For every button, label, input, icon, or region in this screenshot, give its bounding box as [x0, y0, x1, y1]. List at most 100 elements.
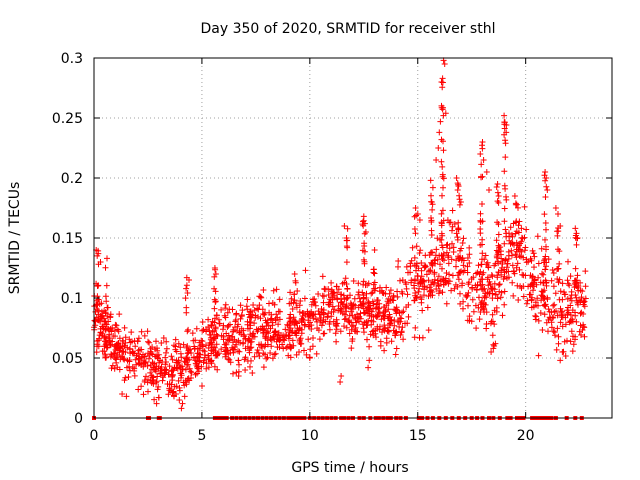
data-point — [102, 353, 109, 359]
data-point — [211, 285, 218, 292]
data-point — [140, 357, 147, 364]
data-point — [192, 357, 199, 364]
data-point — [296, 309, 303, 315]
data-point — [184, 357, 191, 364]
data-point — [535, 352, 542, 359]
data-point — [477, 226, 484, 232]
data-point — [346, 330, 353, 337]
data-point — [421, 283, 428, 290]
data-point — [279, 341, 286, 348]
data-point — [176, 387, 183, 394]
data-point — [391, 317, 398, 324]
data-point — [122, 334, 129, 341]
data-point — [155, 351, 162, 358]
data-point — [114, 326, 121, 333]
data-point — [524, 297, 531, 304]
data-point — [556, 260, 563, 267]
data-point — [175, 340, 182, 347]
data-point — [511, 193, 518, 199]
data-point — [107, 313, 114, 320]
data-point — [268, 343, 275, 350]
data-point — [416, 217, 423, 223]
data-point — [199, 319, 206, 325]
data-point — [355, 291, 362, 298]
data-point — [113, 341, 120, 348]
data-point — [308, 308, 315, 315]
data-point — [387, 296, 394, 303]
data-point — [309, 343, 316, 350]
data-point — [341, 296, 348, 303]
data-point — [282, 333, 288, 340]
data-point — [427, 268, 434, 275]
data-point — [532, 299, 539, 306]
data-point — [437, 118, 444, 125]
data-point — [548, 309, 555, 316]
data-point — [445, 260, 452, 267]
data-point — [502, 154, 509, 161]
data-point — [184, 376, 191, 382]
data-point — [155, 383, 162, 390]
data-point — [161, 369, 168, 376]
data-point — [127, 339, 134, 346]
data-point — [126, 336, 133, 343]
data-point — [346, 312, 353, 319]
data-point — [256, 353, 263, 360]
data-point — [361, 309, 368, 316]
data-point — [412, 205, 419, 211]
data-point — [218, 346, 225, 353]
data-point — [97, 259, 104, 265]
data-point — [382, 325, 389, 332]
data-point — [550, 270, 557, 276]
data-point — [370, 285, 377, 292]
data-point — [419, 277, 426, 284]
data-point — [399, 324, 406, 331]
data-point — [232, 317, 239, 323]
data-point — [520, 293, 527, 300]
data-point — [543, 319, 550, 326]
data-point — [512, 200, 519, 207]
data-point — [179, 400, 186, 407]
data-point — [312, 302, 319, 309]
y-tick-label: 0 — [74, 411, 83, 427]
data-point — [501, 218, 508, 225]
data-point — [353, 328, 359, 335]
data-point — [411, 213, 418, 220]
data-point — [107, 341, 114, 348]
data-point — [398, 288, 405, 295]
data-point — [436, 287, 443, 294]
data-point — [477, 242, 484, 248]
data-point — [258, 294, 265, 301]
data-point — [411, 226, 418, 232]
data-point — [371, 247, 378, 253]
data-point — [449, 240, 455, 247]
data-point — [187, 346, 194, 353]
data-point — [103, 298, 110, 305]
data-point — [542, 266, 549, 273]
data-point — [271, 329, 278, 336]
data-point — [370, 300, 377, 307]
data-point — [321, 293, 327, 300]
data-point — [429, 278, 436, 285]
data-point — [400, 308, 407, 315]
data-point — [418, 260, 425, 266]
data-point — [159, 377, 166, 384]
data-point — [478, 261, 485, 268]
data-point — [251, 307, 258, 314]
data-point — [437, 261, 443, 268]
data-point — [531, 264, 537, 271]
data-point — [580, 323, 587, 330]
data-point — [315, 291, 322, 297]
data-point — [486, 187, 492, 193]
data-point — [138, 328, 145, 335]
data-point — [455, 183, 462, 190]
data-point — [153, 379, 160, 386]
data-point — [501, 240, 508, 247]
data-point — [428, 281, 434, 288]
data-point — [489, 318, 496, 325]
data-point — [103, 344, 110, 351]
data-point — [450, 244, 457, 251]
data-point — [440, 281, 447, 288]
data-point — [230, 328, 237, 335]
data-point — [229, 333, 236, 340]
data-point — [111, 365, 118, 372]
